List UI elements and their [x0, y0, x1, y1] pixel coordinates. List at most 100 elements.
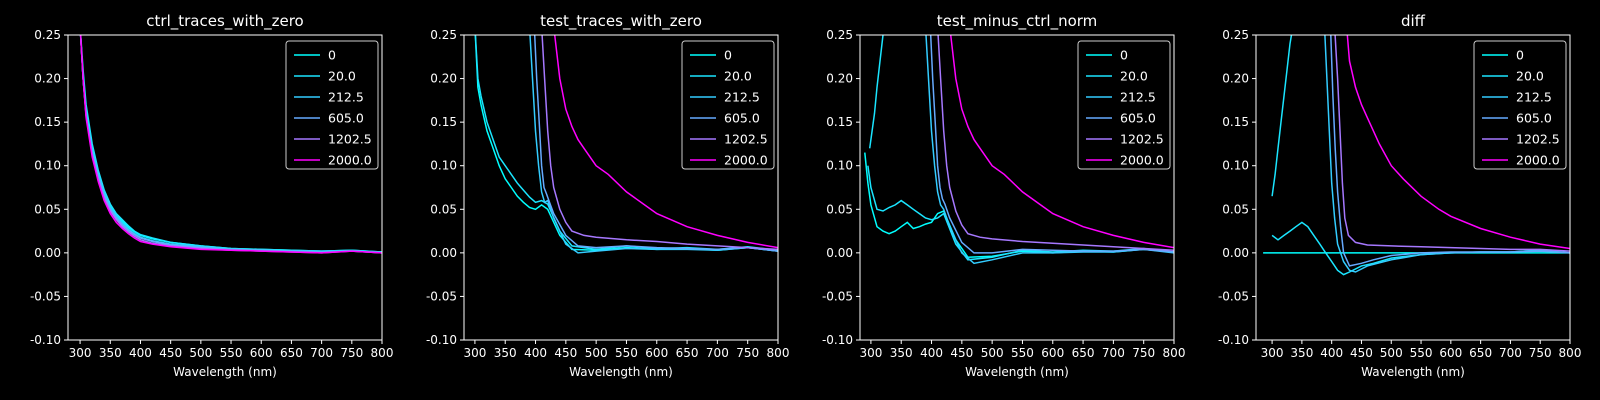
x-tick-label: 600: [250, 346, 273, 360]
x-tick-label: 500: [1380, 346, 1403, 360]
x-tick-label: 550: [1011, 346, 1034, 360]
legend-entry: 605.0: [724, 111, 760, 126]
series-group: [79, 35, 382, 254]
legend-entry: 1202.5: [724, 132, 768, 147]
y-tick-label: 0.20: [826, 72, 853, 86]
x-axis-label: Wavelength (nm): [1361, 365, 1465, 379]
y-tick-label: 0.05: [430, 202, 457, 216]
x-tick-label: 700: [1499, 346, 1522, 360]
series-group: [474, 35, 778, 254]
y-tick-label: 0.05: [826, 202, 853, 216]
legend-entry: 1202.5: [1120, 132, 1164, 147]
series-line-212.5: [529, 35, 778, 254]
x-tick-label: 450: [950, 346, 973, 360]
y-tick-label: 0.25: [1222, 28, 1249, 42]
x-tick-label: 700: [706, 346, 729, 360]
series-line-605.0: [1330, 35, 1570, 267]
y-tick-label: -0.10: [30, 333, 61, 347]
x-axis-label: Wavelength (nm): [173, 365, 277, 379]
y-tick-label: 0.05: [1222, 202, 1249, 216]
x-tick-label: 600: [1439, 346, 1462, 360]
x-tick-label: 800: [1559, 346, 1582, 360]
series-line-605.0: [533, 35, 778, 252]
y-tick-label: -0.10: [1218, 333, 1249, 347]
x-tick-label: 700: [1102, 346, 1125, 360]
axes-frame: [1255, 34, 1571, 341]
legend-box: [681, 40, 775, 170]
x-tick-label: 600: [1041, 346, 1064, 360]
chart-panel-0: ctrl_traces_with_zero 300 350 400 450 500 550 6…: [30, 12, 394, 379]
series-line-2000.0: [949, 35, 1174, 249]
x-tick-label: 350: [890, 346, 913, 360]
x-tick-label: 500: [189, 346, 212, 360]
x-tick-label: 650: [1469, 346, 1492, 360]
x-tick-label: 600: [645, 346, 668, 360]
chart-panel-3: diff 300 350 400 450 500 550 600 650 700 750 800 -0.…: [1218, 12, 1582, 379]
series-line-1202.5: [1334, 35, 1570, 252]
y-tick-label: 0.15: [430, 115, 457, 129]
y-tick-label: -0.10: [822, 333, 853, 347]
legend-entry: 20.0: [724, 69, 752, 84]
legend-entry: 1202.5: [328, 132, 372, 147]
legend-entry: 212.5: [1120, 90, 1156, 105]
x-tick-label: 400: [129, 346, 152, 360]
x-tick-label: 300: [859, 346, 882, 360]
legend-entry: 2000.0: [1516, 153, 1560, 168]
x-tick-label: 650: [676, 346, 699, 360]
legend-entry: 0: [328, 48, 336, 63]
legend-box: [1077, 40, 1171, 170]
x-tick-label: 350: [494, 346, 517, 360]
legend-entry: 20.0: [1120, 69, 1148, 84]
x-tick-label: 450: [554, 346, 577, 360]
y-tick-label: -0.05: [426, 289, 457, 303]
legend-entry: 2000.0: [328, 153, 372, 168]
y-tick-label: 0.20: [34, 72, 61, 86]
legend-box: [285, 40, 379, 170]
series-line-2000.0: [79, 35, 382, 254]
axes-frame: [859, 34, 1175, 341]
y-tick-label: 0.00: [826, 246, 853, 260]
x-tick-label: 750: [340, 346, 363, 360]
x-axis-label: Wavelength (nm): [965, 365, 1069, 379]
y-tick-label: 0.15: [34, 115, 61, 129]
x-tick-label: 650: [280, 346, 303, 360]
x-tick-label: 800: [371, 346, 394, 360]
x-tick-label: 800: [767, 346, 790, 360]
series-line-212.5: [925, 35, 1174, 265]
x-tick-label: 500: [981, 346, 1004, 360]
legend-entry: 212.5: [328, 90, 364, 105]
series-line-605.0: [929, 35, 1174, 254]
x-tick-label: 750: [736, 346, 759, 360]
x-tick-label: 450: [159, 346, 182, 360]
legend-entry: 0: [724, 48, 732, 63]
legend-entry: 1202.5: [1516, 132, 1560, 147]
x-axis-label: Wavelength (nm): [569, 365, 673, 379]
series-line-20.0: [1271, 35, 1293, 197]
series-line-20.0: [868, 35, 884, 149]
series-line-2000.0: [553, 35, 778, 249]
y-tick-label: 0.00: [1222, 246, 1249, 260]
y-tick-label: -0.05: [30, 289, 61, 303]
chart-title: test_minus_ctrl_norm: [937, 12, 1098, 31]
y-tick-label: 0.10: [826, 159, 853, 173]
series-line-1202.5: [541, 35, 778, 251]
x-tick-label: 350: [99, 346, 122, 360]
legend-entry: 20.0: [328, 69, 356, 84]
y-tick-label: 0.15: [1222, 115, 1249, 129]
x-tick-label: 350: [1290, 346, 1313, 360]
y-tick-label: 0.00: [34, 246, 61, 260]
axes-frame: [67, 34, 383, 341]
x-tick-label: 400: [1320, 346, 1343, 360]
x-tick-label: 750: [1529, 346, 1552, 360]
x-tick-label: 700: [310, 346, 333, 360]
legend-box: [1473, 40, 1567, 170]
x-tick-label: 650: [1072, 346, 1095, 360]
y-tick-label: -0.05: [1218, 289, 1249, 303]
y-tick-label: 0.20: [1222, 72, 1249, 86]
x-tick-label: 550: [1410, 346, 1433, 360]
legend-entry: 2000.0: [1120, 153, 1164, 168]
series-group: [864, 35, 1174, 265]
x-tick-label: 300: [1261, 346, 1284, 360]
y-tick-label: 0.25: [34, 28, 61, 42]
